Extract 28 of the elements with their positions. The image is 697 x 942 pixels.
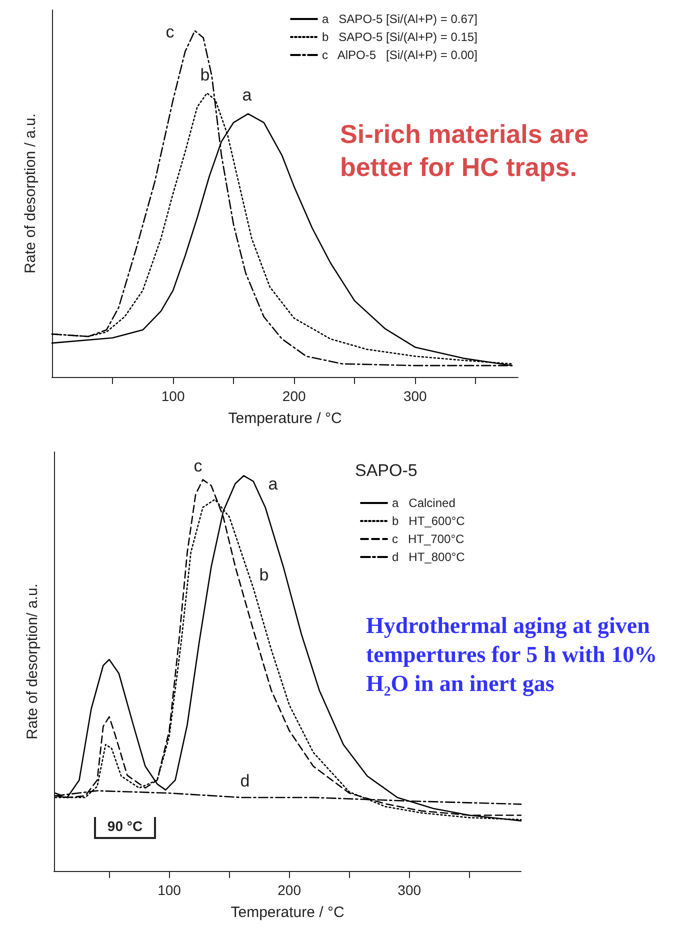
text: c <box>194 456 203 476</box>
annotation: b <box>259 566 269 584</box>
x-axis-title: Temperature / °C <box>228 410 342 427</box>
scale-bracket: 90 °C <box>94 817 156 839</box>
legend-label: a SAPO-5 [Si/(Al+P) = 0.67] <box>322 12 478 26</box>
legend-label: d HT_800°C <box>392 550 466 564</box>
x-tick-label: 100 <box>158 882 182 898</box>
legend-label: a Calcined <box>392 496 456 510</box>
x-tick-label: 300 <box>398 882 422 898</box>
legend-title: SAPO-5 <box>355 461 418 480</box>
x-tick-label: 200 <box>278 882 302 898</box>
x-tick-label: 300 <box>403 388 428 404</box>
legend-label: b HT_600°C <box>392 514 466 528</box>
annotation: a <box>268 474 278 494</box>
x-tick-label: 100 <box>161 388 185 404</box>
legend-label: b SAPO-5 [Si/(Al+P) = 0.15] <box>322 30 478 44</box>
y-axis-title: Rate of desorption / a.u. <box>22 113 39 274</box>
annotation: Si-rich materials are better for HC traps. <box>340 118 590 183</box>
legend-label: c AlPO-5 [Si/(Al+P) = 0.00] <box>322 48 478 62</box>
annotation: d <box>240 772 250 790</box>
annotation: b <box>200 66 210 84</box>
annotation: Hydrothermal aging at given tempertures for 5 h with 10% H₂O in an inert gas <box>366 612 658 698</box>
annotation: c <box>166 22 175 42</box>
x-tick-label: 200 <box>282 388 306 404</box>
y-axis-title: Rate of desorption/ a.u. <box>24 584 41 740</box>
legend-label: c HT_700°C <box>392 532 464 546</box>
annotation: a <box>242 86 252 104</box>
x-axis-title: Temperature / °C <box>230 904 344 921</box>
